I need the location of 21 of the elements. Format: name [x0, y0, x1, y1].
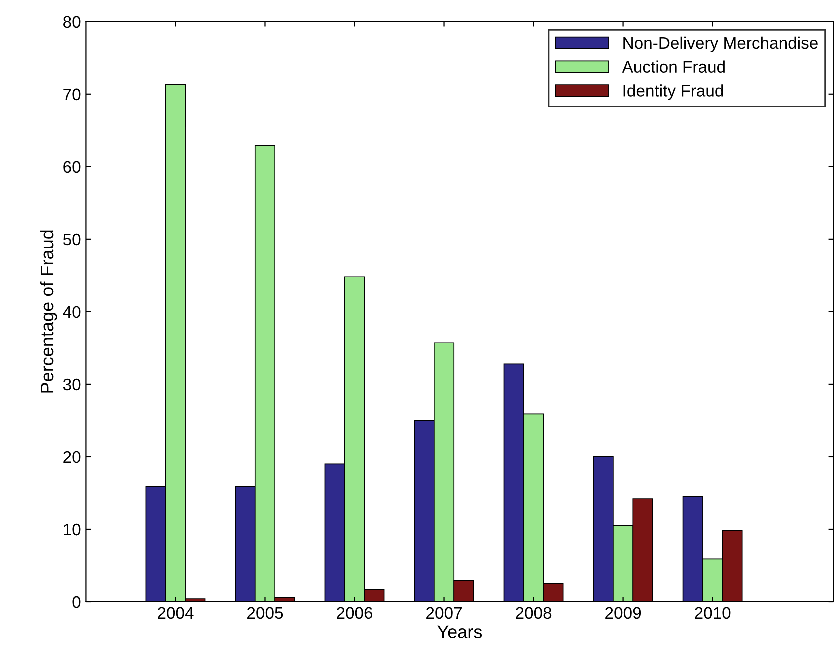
x-tick-label: 2004 — [158, 607, 194, 620]
y-tick-label: 60 — [64, 161, 81, 174]
legend-label: Non-Delivery Merchandise — [624, 36, 818, 52]
x-tick-label: 2005 — [248, 607, 284, 620]
x-tick-label: 2009 — [606, 607, 642, 620]
legend-label: Auction Fraud — [622, 60, 725, 73]
y-tick-label: 80 — [64, 16, 81, 28]
y-tick-label: 0 — [72, 596, 81, 608]
x-tick-label: 2008 — [516, 607, 552, 620]
y-tick-label: 20 — [64, 451, 81, 464]
x-axis-title: Years — [438, 626, 482, 638]
y-axis-title: Percentage of Fraud — [40, 230, 58, 393]
x-tick-label: 2007 — [426, 607, 462, 620]
legend-label: Identity Fraud — [624, 84, 724, 100]
x-tick-label: 2006 — [337, 607, 373, 620]
y-tick-label: 50 — [63, 234, 81, 246]
y-tick-label: 10 — [64, 524, 81, 536]
x-tick-label: 2010 — [695, 607, 731, 620]
y-tick-label: 40 — [63, 306, 81, 318]
y-tick-label: 70 — [64, 88, 81, 101]
y-tick-label: 30 — [63, 378, 81, 391]
